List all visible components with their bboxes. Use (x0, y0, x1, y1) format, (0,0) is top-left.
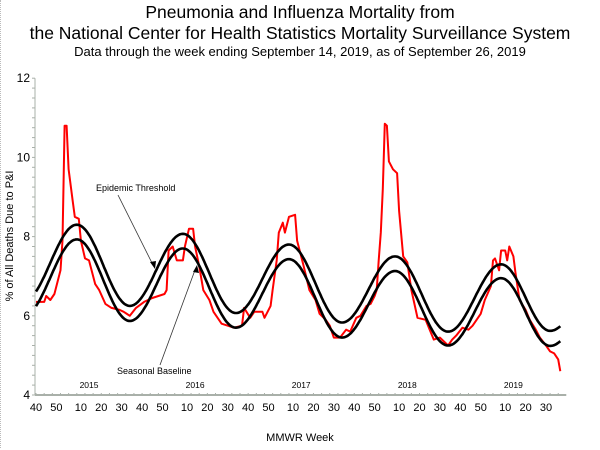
x-tick-label: 40 (348, 402, 360, 414)
x-tick-label: 10 (499, 402, 511, 414)
x-tick-label: 10 (75, 402, 87, 414)
y-tick-label: 6 (23, 309, 30, 323)
x-tick-label: 50 (475, 402, 487, 414)
year-label: 2017 (292, 380, 311, 390)
pi-percentage-line (36, 122, 562, 372)
epidemic-threshold-label: Epidemic Threshold (96, 183, 175, 193)
year-label: 2019 (504, 380, 523, 390)
x-axis-label: MMWR Week (266, 432, 334, 444)
x-tick-label: 40 (454, 402, 466, 414)
chart-title-line1: Pneumonia and Influenza Mortality from (145, 2, 455, 22)
x-tick-label: 20 (307, 402, 319, 414)
epidemic-threshold-arrow (117, 194, 154, 266)
x-tick-label: 10 (181, 402, 193, 414)
x-tick-label: 30 (328, 402, 340, 414)
epidemic-threshold-line (34, 223, 562, 333)
x-tick-label: 20 (413, 402, 425, 414)
seasonal-baseline-label: Seasonal Baseline (117, 366, 192, 376)
y-axis-label: % of All Deaths Due to P&I (4, 171, 16, 302)
x-tick-label: 40 (136, 402, 148, 414)
chart-title-line2: the National Center for Health Statistic… (29, 23, 571, 43)
x-tick-label: 20 (95, 402, 107, 414)
year-label: 2018 (398, 380, 417, 390)
year-label: 2015 (80, 380, 99, 390)
x-tick-label: 20 (519, 402, 531, 414)
y-tick-label: 8 (23, 230, 30, 244)
x-tick-label: 30 (540, 402, 552, 414)
arrowhead-icon (150, 261, 156, 269)
year-label: 2016 (186, 380, 205, 390)
x-tick-label: 20 (201, 402, 213, 414)
x-tick-label: 10 (393, 402, 405, 414)
seasonal-baseline-arrow (159, 269, 196, 366)
x-tick-label: 30 (434, 402, 446, 414)
x-tick-label: 30 (222, 402, 234, 414)
chart-subtitle: Data through the week ending September 1… (74, 44, 526, 59)
x-tick-label: 10 (287, 402, 299, 414)
arrowhead-icon (193, 265, 199, 273)
x-tick-label: 50 (50, 402, 62, 414)
x-tick-label: 50 (262, 402, 274, 414)
x-tick-label: 40 (242, 402, 254, 414)
x-tick-label: 40 (30, 402, 42, 414)
y-tick-label: 10 (17, 150, 31, 164)
y-tick-label: 4 (23, 388, 30, 402)
x-tick-label: 30 (116, 402, 128, 414)
y-tick-label: 12 (17, 71, 31, 85)
x-tick-label: 50 (156, 402, 168, 414)
x-tick-label: 50 (369, 402, 381, 414)
seasonal-baseline-line (34, 238, 562, 348)
